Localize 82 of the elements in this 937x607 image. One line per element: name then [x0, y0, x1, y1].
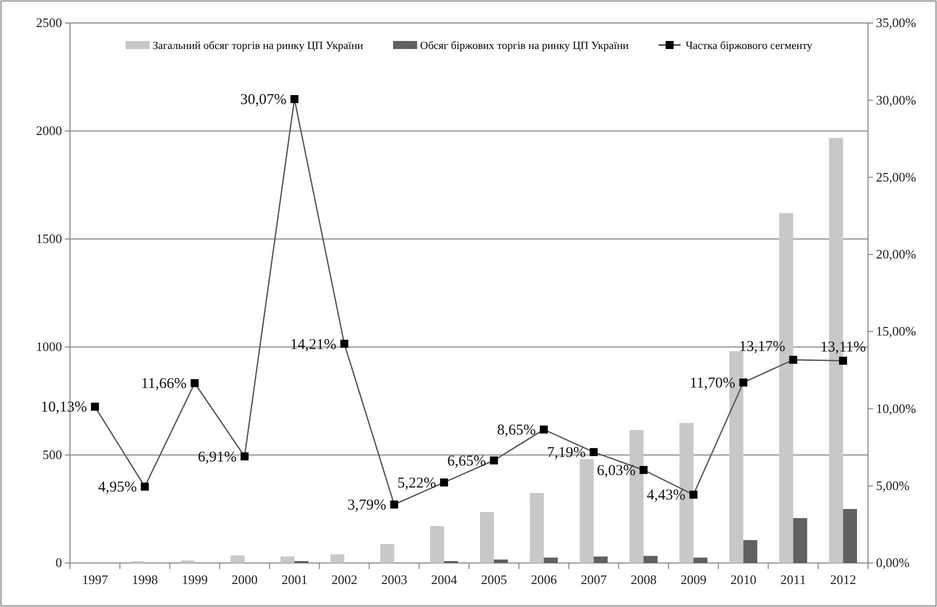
- bar: [230, 555, 245, 563]
- legend-label: Обсяг біржових торгів на ринку ЦП України: [420, 40, 629, 52]
- point: [839, 356, 848, 365]
- data-label: 6,65%: [447, 453, 486, 470]
- bar: [743, 540, 758, 563]
- point: [540, 426, 548, 434]
- y-tick-label: 2000: [36, 123, 62, 138]
- point: [490, 456, 498, 464]
- point: [590, 448, 598, 456]
- point: [340, 340, 348, 348]
- x-tick-label: 2010: [730, 572, 756, 588]
- bar: [544, 558, 558, 563]
- y2-tick-label: 0,00%: [876, 555, 910, 570]
- y-tick-label: 0: [56, 555, 62, 570]
- x-tick-label: 2000: [232, 572, 258, 588]
- bar: [380, 544, 394, 563]
- data-label: 8,65%: [497, 422, 536, 439]
- x-tick-label: 2004: [431, 572, 458, 588]
- x-tick-label: 1997: [82, 572, 108, 588]
- legend-label: Загальний обсяг торгів на ринку ЦП України: [152, 40, 364, 52]
- point: [789, 356, 798, 364]
- x-tick-label: 2011: [780, 572, 806, 588]
- bar: [530, 493, 544, 563]
- data-label: 14,21%: [290, 336, 336, 353]
- y2-tick-label: 30,00%: [876, 92, 916, 108]
- point: [739, 378, 748, 386]
- x-tick-label: 2002: [331, 572, 358, 588]
- x-tick-label: 2006: [530, 572, 558, 588]
- bar: [330, 554, 344, 563]
- point: [390, 500, 398, 509]
- bar: [793, 518, 808, 563]
- bar: [644, 556, 658, 563]
- bar: [430, 526, 444, 563]
- point: [290, 95, 298, 104]
- data-label: 4,95%: [98, 480, 137, 496]
- x-tick-label: 2005: [480, 572, 507, 588]
- bar: [580, 459, 594, 563]
- bar: [693, 558, 708, 563]
- data-label: 13,17%: [738, 338, 786, 355]
- point: [190, 379, 199, 388]
- data-label: 11,70%: [690, 375, 736, 392]
- x-tick-label: 2009: [680, 572, 706, 588]
- data-label: 30,07%: [240, 92, 286, 108]
- point: [640, 466, 648, 474]
- x-tick-label: 2012: [830, 572, 856, 588]
- y2-tick-label: 5,00%: [876, 478, 910, 494]
- y2-tick-label: 15,00%: [876, 324, 916, 339]
- y2-tick-label: 35,00%: [876, 15, 916, 30]
- data-label: 6,91%: [198, 449, 237, 466]
- x-tick-label: 2007: [580, 572, 608, 588]
- point: [240, 452, 249, 460]
- point: [90, 402, 99, 411]
- y2-tick-label: 25,00%: [876, 169, 916, 184]
- bar: [843, 509, 858, 563]
- x-tick-label: 1998: [132, 572, 158, 588]
- bar: [180, 560, 195, 563]
- y-tick-label: 2500: [36, 15, 62, 30]
- x-tick-label: 2001: [281, 572, 308, 588]
- data-label: 13,11%: [820, 340, 866, 356]
- point: [440, 478, 448, 486]
- bar: [594, 556, 608, 563]
- point: [140, 482, 149, 491]
- data-label: 3,79%: [347, 498, 386, 514]
- y-tick-label: 1000: [36, 339, 62, 354]
- x-tick-label: 2003: [381, 572, 408, 588]
- x-tick-label: 2008: [630, 572, 657, 588]
- point: [689, 490, 698, 499]
- data-label: 5,22%: [397, 475, 436, 492]
- y-tick-label: 1500: [36, 231, 62, 246]
- x-tick-label: 1999: [182, 572, 208, 588]
- y2-tick-label: 10,00%: [876, 400, 916, 416]
- data-label: 11,66%: [140, 376, 187, 392]
- data-label: 4,43%: [646, 488, 686, 504]
- y-tick-label: 500: [42, 447, 62, 462]
- data-label: 7,19%: [546, 445, 586, 462]
- bar: [280, 556, 294, 563]
- bar: [494, 560, 508, 563]
- y2-tick-label: 20,00%: [876, 246, 916, 262]
- data-label: 10,13%: [40, 400, 87, 416]
- bar: [480, 512, 494, 563]
- legend-label: Частка біржового сегменту: [686, 40, 813, 52]
- data-label: 6,03%: [596, 462, 636, 479]
